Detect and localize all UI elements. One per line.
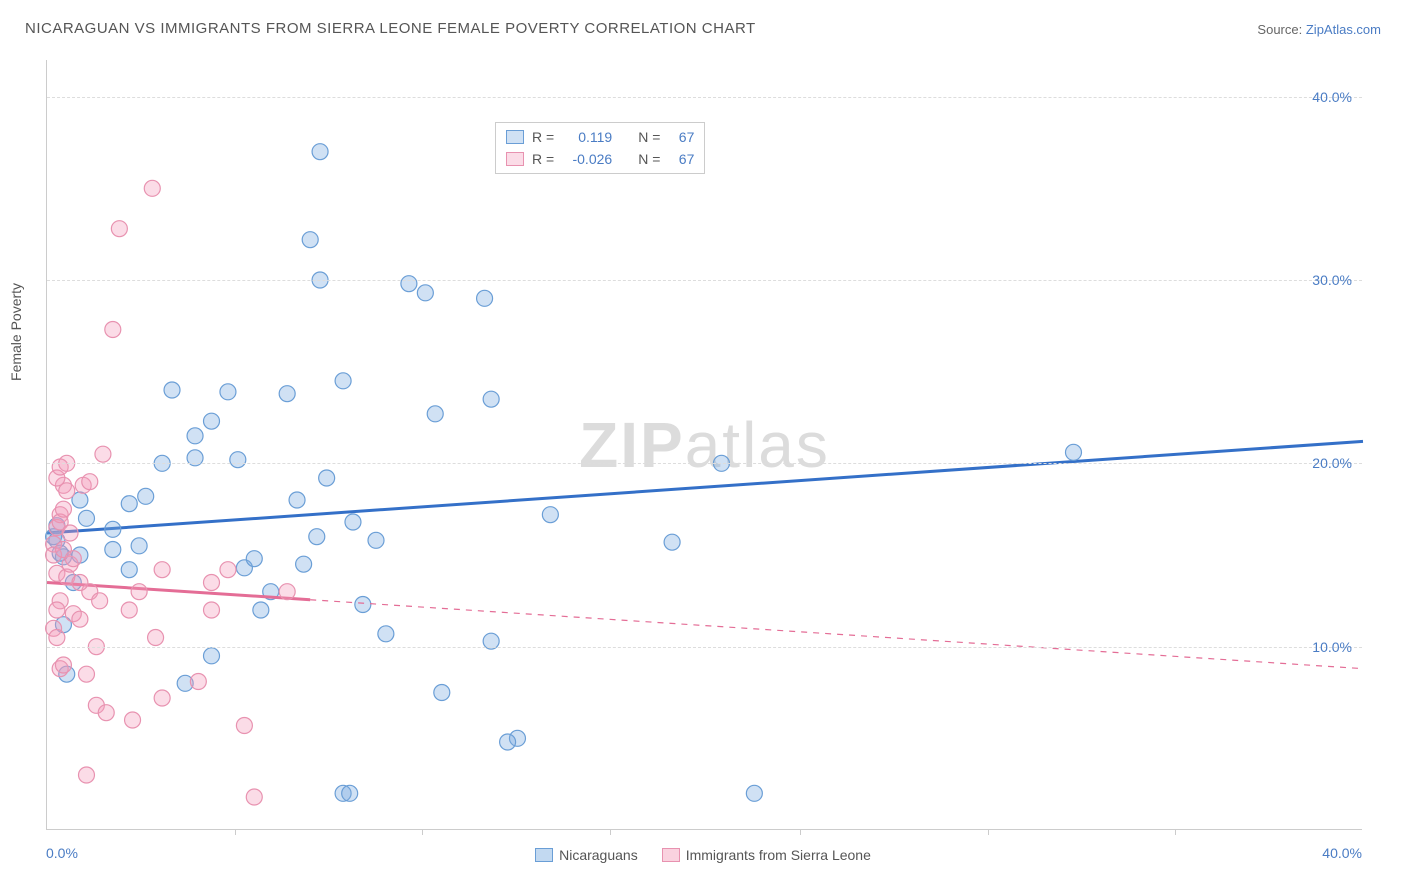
source-attribution: Source: ZipAtlas.com [1257,22,1381,37]
legend-item: Immigrants from Sierra Leone [662,847,871,863]
source-label: Source: [1257,22,1302,37]
x-tick [610,829,611,835]
y-axis-label: Female Poverty [8,283,24,381]
legend: Nicaraguans Immigrants from Sierra Leone [0,847,1406,865]
y-tick-label: 40.0% [1312,89,1352,105]
source-link[interactable]: ZipAtlas.com [1306,22,1381,37]
r-label: R = [532,148,554,170]
chart-title: NICARAGUAN VS IMMIGRANTS FROM SIERRA LEO… [25,20,756,37]
r-value: 0.119 [562,126,612,148]
chart-svg [47,60,1362,829]
legend-swatch [662,848,680,862]
legend-label: Nicaraguans [559,847,638,863]
legend-swatch [535,848,553,862]
n-label: N = [638,126,660,148]
x-tick [800,829,801,835]
n-value: 67 [668,148,694,170]
stats-row: R = 0.119 N = 67 [506,126,694,148]
n-value: 67 [668,126,694,148]
gridline [47,647,1362,648]
gridline [47,97,1362,98]
r-value: -0.026 [562,148,612,170]
x-tick [988,829,989,835]
stats-box: R = 0.119 N = 67 R = -0.026 N = 67 [495,122,705,174]
y-tick-label: 20.0% [1312,455,1352,471]
gridline [47,280,1362,281]
plot-area: ZIPatlas R =0.119N =67R =-0.026N =67 10.… [46,60,1362,830]
y-tick-label: 30.0% [1312,272,1352,288]
stats-row: R = -0.026 N = 67 [506,148,694,170]
n-label: N = [638,148,660,170]
series-swatch [506,130,524,144]
legend-label: Immigrants from Sierra Leone [686,847,871,863]
series-swatch [506,152,524,166]
x-tick [235,829,236,835]
y-tick-label: 10.0% [1312,639,1352,655]
x-tick [422,829,423,835]
x-tick [1175,829,1176,835]
gridline [47,463,1362,464]
r-label: R = [532,126,554,148]
legend-item: Nicaraguans [535,847,638,863]
